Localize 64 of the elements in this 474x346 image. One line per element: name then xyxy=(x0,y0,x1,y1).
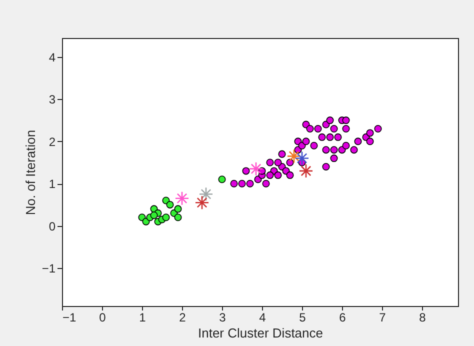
x-tick-label: 6 xyxy=(339,310,346,324)
point xyxy=(274,158,282,166)
point xyxy=(314,124,322,132)
y-tick-label: 0 xyxy=(48,219,56,234)
point xyxy=(374,124,382,132)
point xyxy=(246,180,254,188)
point xyxy=(342,116,350,124)
point xyxy=(262,180,270,188)
x-tick-label: −1 xyxy=(62,310,77,324)
point xyxy=(230,180,238,188)
point xyxy=(306,124,314,132)
point xyxy=(350,146,358,154)
y-tick-label: 3 xyxy=(48,92,56,107)
y-tick-label: −1 xyxy=(42,262,56,276)
x-tick-label: 4 xyxy=(259,310,266,324)
point xyxy=(366,138,374,146)
point xyxy=(266,158,274,166)
point xyxy=(162,214,170,222)
point xyxy=(330,154,338,162)
point xyxy=(242,167,250,175)
y-axis-title: No. of Iteration xyxy=(22,130,38,216)
y-tick-label: 1 xyxy=(48,177,56,192)
point xyxy=(198,186,214,202)
y-tick-label: 4 xyxy=(48,50,56,64)
point xyxy=(238,180,246,188)
point xyxy=(266,171,274,179)
point xyxy=(330,146,338,154)
point xyxy=(174,191,190,206)
point xyxy=(174,214,182,222)
x-tick-label: 8 xyxy=(419,310,426,324)
point xyxy=(294,151,310,166)
x-tick-label: 1 xyxy=(139,310,146,324)
y-tick-label: 2 xyxy=(48,134,56,149)
point xyxy=(286,171,294,179)
point xyxy=(274,171,282,179)
point xyxy=(310,142,318,150)
point xyxy=(194,195,210,210)
point xyxy=(342,124,350,132)
point xyxy=(298,164,314,178)
point xyxy=(326,116,334,124)
point xyxy=(322,146,330,154)
point xyxy=(150,212,158,220)
point xyxy=(342,142,350,150)
x-tick-label: 3 xyxy=(219,310,226,324)
point xyxy=(286,149,302,164)
point xyxy=(334,133,342,141)
point xyxy=(318,133,326,141)
x-tick-label: 5 xyxy=(299,310,306,324)
point xyxy=(174,205,182,213)
point xyxy=(218,176,226,184)
point xyxy=(326,133,334,141)
point xyxy=(166,200,174,208)
point xyxy=(322,162,330,170)
point xyxy=(248,162,264,176)
x-tick-label: 0 xyxy=(99,310,106,324)
x-tick-label: 2 xyxy=(179,310,186,324)
x-tick-label: 7 xyxy=(379,310,386,324)
point xyxy=(354,138,362,146)
point xyxy=(278,150,286,158)
point xyxy=(286,158,294,166)
point xyxy=(302,138,310,146)
x-axis-title: Inter Cluster Distance xyxy=(198,326,323,340)
point xyxy=(366,129,374,137)
point xyxy=(330,124,338,132)
